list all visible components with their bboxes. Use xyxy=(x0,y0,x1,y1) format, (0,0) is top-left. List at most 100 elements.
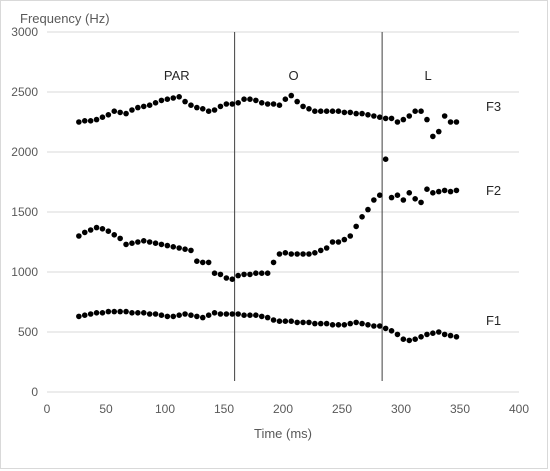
f1-point xyxy=(117,308,123,315)
f3-point xyxy=(371,113,377,119)
f1-point xyxy=(76,313,82,320)
f2-point xyxy=(164,242,171,249)
y-tick-label-2500: 2500 xyxy=(11,85,38,99)
f1-point xyxy=(129,310,135,316)
f3-point xyxy=(199,106,206,112)
f3-point xyxy=(453,119,460,125)
f1-point xyxy=(158,312,165,319)
f3-point xyxy=(146,102,153,108)
f2-point xyxy=(241,271,247,278)
f1-point xyxy=(93,310,100,316)
f3-point xyxy=(217,103,224,110)
f2-point xyxy=(211,270,218,277)
f1-point xyxy=(424,331,430,338)
f2-point xyxy=(158,241,165,248)
x-axis-title: Time (ms) xyxy=(254,426,312,441)
x-tick-label-200: 200 xyxy=(273,402,293,416)
f1-point xyxy=(412,336,418,343)
f3-point xyxy=(87,118,94,124)
f2-point xyxy=(76,233,82,239)
f2-point xyxy=(365,206,371,213)
f2-point xyxy=(412,196,418,202)
f2-point xyxy=(170,244,177,250)
f1-point xyxy=(217,311,224,317)
f3-point xyxy=(158,97,165,104)
f2-point xyxy=(406,190,413,196)
f1-point xyxy=(371,323,377,329)
f2-point xyxy=(453,187,460,194)
f1-point xyxy=(335,322,342,328)
f3-point xyxy=(99,114,106,120)
f3-point xyxy=(93,116,100,123)
y-tick-label-1500: 1500 xyxy=(11,205,38,219)
x-tick-label-150: 150 xyxy=(214,402,234,416)
f2-point xyxy=(323,245,330,251)
f2-point xyxy=(229,276,236,283)
f2-point xyxy=(235,272,241,279)
f3-point xyxy=(300,103,306,110)
f3-point xyxy=(276,102,283,108)
f2-point xyxy=(341,236,348,243)
f2-point xyxy=(424,186,430,192)
f3-point xyxy=(117,109,123,116)
f3-point xyxy=(353,110,359,117)
x-tick-label-350: 350 xyxy=(450,402,470,416)
f2-point xyxy=(117,235,123,242)
f1-point xyxy=(164,313,171,320)
f2-point xyxy=(288,251,295,257)
f1-series-label: F1 xyxy=(486,313,501,328)
f2-point xyxy=(294,251,300,257)
f3-point xyxy=(347,109,354,116)
f2-point xyxy=(223,275,230,281)
f1-point xyxy=(400,336,407,343)
f2-point xyxy=(300,251,306,257)
f3-point xyxy=(430,133,436,140)
f2-point xyxy=(264,270,271,277)
f3-point xyxy=(229,101,236,107)
f3-point xyxy=(317,108,324,114)
f2-point xyxy=(205,259,212,266)
f1-point xyxy=(105,308,112,315)
f3-series-label: F3 xyxy=(486,99,501,114)
f3-point xyxy=(282,96,289,102)
f3-point xyxy=(194,104,200,111)
f3-point xyxy=(341,109,348,116)
f1-point xyxy=(146,311,153,317)
f1-point xyxy=(182,311,188,317)
x-tick-label-400: 400 xyxy=(509,402,529,416)
f1-point xyxy=(317,320,324,327)
y-tick-label-2000: 2000 xyxy=(11,145,38,159)
f2-point xyxy=(135,239,141,245)
f2-point xyxy=(129,240,135,246)
f1-point xyxy=(406,337,413,344)
f2-point xyxy=(418,199,424,206)
f1-point xyxy=(359,320,365,327)
f3-point xyxy=(247,96,253,102)
f2-point xyxy=(247,271,253,278)
f2-point xyxy=(312,250,318,256)
f1-point xyxy=(99,310,106,316)
f1-point xyxy=(205,312,212,319)
f3-point xyxy=(388,115,395,122)
y-tick-label-1000: 1000 xyxy=(11,265,38,279)
f1-point xyxy=(123,308,129,315)
f2-point xyxy=(194,258,200,265)
f2-point xyxy=(87,227,94,233)
f3-point xyxy=(288,92,295,99)
f3-point xyxy=(135,104,141,111)
f1-point xyxy=(394,331,401,338)
f1-point xyxy=(306,319,312,326)
f1-point xyxy=(382,325,389,332)
f3-point xyxy=(258,100,265,106)
f2-point xyxy=(394,192,401,198)
f1-point xyxy=(430,330,436,337)
f3-point xyxy=(294,98,300,105)
f1-point xyxy=(294,319,300,326)
f2-point xyxy=(258,270,265,277)
f2-point xyxy=(435,188,442,195)
f1-point xyxy=(347,320,354,327)
f2-point xyxy=(111,232,118,238)
f3-point xyxy=(123,110,129,117)
x-tick-label-0: 0 xyxy=(44,402,51,416)
